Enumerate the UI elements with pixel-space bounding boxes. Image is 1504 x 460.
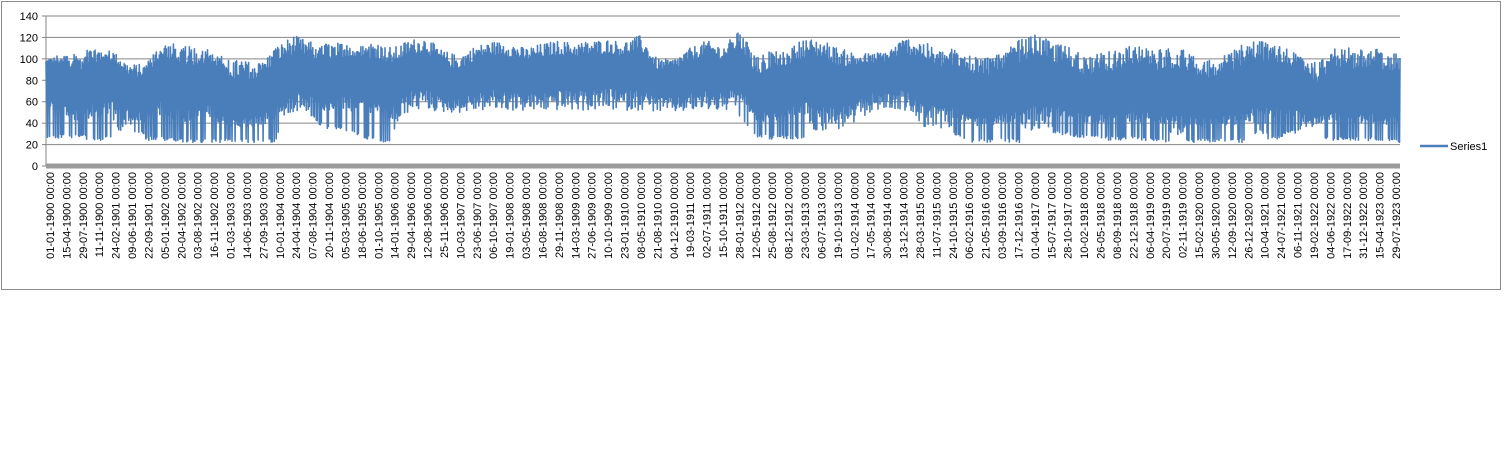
- x-tick-label: 31-12-1922 00:00: [1358, 172, 1370, 259]
- y-tick-label: 100: [20, 54, 38, 66]
- x-tick-label: 18-06-1905 00:00: [357, 172, 369, 259]
- x-tick-label: 15-04-1923 00:00: [1375, 172, 1387, 259]
- x-tick-label: 21-05-1916 00:00: [981, 172, 993, 259]
- x-tick-label: 20-11-1904 00:00: [324, 172, 336, 258]
- y-tick-label: 20: [26, 140, 38, 152]
- x-tick-label: 19-02-1922 00:00: [1309, 172, 1321, 259]
- x-tick-label: 05-01-1902 00:00: [160, 172, 172, 259]
- x-tick-label: 15-02-1920 00:00: [1194, 172, 1206, 259]
- x-tick-label: 15-10-1911 00:00: [718, 172, 730, 258]
- x-tick-label: 09-06-1901 00:00: [127, 172, 139, 259]
- y-tick-label: 80: [26, 75, 38, 87]
- x-tick-label: 27-06-1909 00:00: [587, 172, 599, 259]
- x-tick-label: 10-04-1921 00:00: [1260, 172, 1272, 259]
- x-tick-label: 25-08-1912 00:00: [767, 172, 779, 259]
- y-tick-label: 0: [32, 161, 38, 173]
- x-tick-label: 01-04-1917 00:00: [1030, 172, 1042, 259]
- x-tick-label: 08-05-1910 00:00: [636, 172, 648, 259]
- y-tick-label: 60: [26, 97, 38, 109]
- x-tick-label: 28-01-1912 00:00: [734, 172, 746, 259]
- x-tick-label: 19-03-1911 00:00: [685, 172, 697, 258]
- series-area: [45, 32, 1401, 144]
- x-tick-label: 30-05-1920 00:00: [1210, 172, 1222, 259]
- x-tick-label: 12-08-1906 00:00: [423, 172, 435, 259]
- x-tick-label: 24-02-1901 00:00: [111, 172, 123, 259]
- x-tick-label: 06-11-1921 00:00: [1293, 172, 1305, 258]
- x-tick-label: 29-07-1900 00:00: [78, 172, 90, 259]
- x-tick-label: 06-07-1913 00:00: [816, 172, 828, 259]
- x-tick-label: 17-05-1914 00:00: [866, 172, 878, 259]
- y-tick-label: 140: [20, 11, 38, 23]
- x-tick-label: 29-11-1908 00:00: [554, 172, 566, 258]
- x-tick-label: 15-07-1917 00:00: [1046, 172, 1058, 259]
- x-tick-label: 02-11-1919 00:00: [1178, 172, 1190, 258]
- x-tick-label: 28-03-1915 00:00: [915, 172, 927, 259]
- x-tick-label: 03-08-1902 00:00: [193, 172, 205, 259]
- x-tick-label: 23-06-1907 00:00: [472, 172, 484, 259]
- x-tick-label: 11-07-1915 00:00: [931, 172, 943, 258]
- x-tick-label: 19-01-1908 00:00: [505, 172, 517, 259]
- x-tick-label: 14-01-1906 00:00: [390, 172, 402, 259]
- x-tick-label: 04-12-1910 00:00: [669, 172, 681, 259]
- y-tick-label: 40: [26, 118, 38, 130]
- x-tick-label: 08-12-1912 00:00: [784, 172, 796, 259]
- series-line-series1: [45, 32, 1401, 144]
- x-tick-label: 24-04-1904 00:00: [291, 172, 303, 259]
- x-tick-label: 01-02-1914 00:00: [849, 172, 861, 259]
- x-tick-label: 25-11-1906 00:00: [439, 172, 451, 258]
- x-tick-label: 10-02-1918 00:00: [1079, 172, 1091, 259]
- x-tick-label: 27-09-1903 00:00: [258, 172, 270, 259]
- x-tick-label: 12-05-1912 00:00: [751, 172, 763, 259]
- x-tick-label: 05-03-1905 00:00: [340, 172, 352, 259]
- x-tick-label: 03-09-1916 00:00: [997, 172, 1009, 259]
- x-tick-label: 24-07-1921 00:00: [1276, 172, 1288, 259]
- x-tick-label: 22-09-1901 00:00: [143, 172, 155, 259]
- x-tick-label: 16-08-1908 00:00: [537, 172, 549, 259]
- x-tick-label: 04-06-1922 00:00: [1325, 172, 1337, 259]
- x-tick-label: 10-03-1907 00:00: [455, 172, 467, 259]
- x-tick-label: 01-01-1900 00:00: [45, 172, 57, 259]
- x-tick-label: 10-10-1909 00:00: [603, 172, 615, 259]
- x-tick-label: 26-12-1920 00:00: [1243, 172, 1255, 259]
- x-tick-label: 26-05-1918 00:00: [1096, 172, 1108, 259]
- x-tick-label: 20-07-1919 00:00: [1161, 172, 1173, 259]
- x-tick-label: 14-06-1903 00:00: [242, 172, 254, 259]
- x-tick-label: 29-07-1923 00:00: [1391, 172, 1403, 259]
- x-tick-label: 28-10-1917 00:00: [1063, 172, 1075, 259]
- x-tick-label: 11-11-1900 00:00: [94, 172, 106, 257]
- x-tick-label: 15-04-1900 00:00: [61, 172, 73, 259]
- x-tick-label: 06-04-1919 00:00: [1145, 172, 1157, 259]
- legend: Series1: [1420, 141, 1487, 153]
- x-tick-label: 13-12-1914 00:00: [899, 172, 911, 259]
- x-tick-label: 08-09-1918 00:00: [1112, 172, 1124, 259]
- y-axis-ticks: 0 20 40 60 80 100 120 140: [20, 11, 47, 173]
- x-tick-label: 02-07-1911 00:00: [702, 172, 714, 258]
- x-tick-label: 10-01-1904 00:00: [275, 172, 287, 259]
- x-tick-label: 23-01-1910 00:00: [620, 172, 632, 259]
- x-tick-label: 19-10-1913 00:00: [833, 172, 845, 259]
- x-tick-label: 14-03-1909 00:00: [570, 172, 582, 259]
- x-tick-label: 24-10-1915 00:00: [948, 172, 960, 259]
- x-tick-label: 01-10-1905 00:00: [373, 172, 385, 259]
- x-tick-label: 30-08-1914 00:00: [882, 172, 894, 259]
- x-tick-label: 22-12-1918 00:00: [1128, 172, 1140, 259]
- x-axis-ticks: 01-01-1900 00:00 15-04-1900 00:00 29-07-19…: [45, 172, 1403, 259]
- x-tick-label: 06-10-1907 00:00: [488, 172, 500, 259]
- legend-label: Series1: [1450, 141, 1487, 153]
- x-tick-label: 01-03-1903 00:00: [226, 172, 238, 259]
- x-tick-label: 23-03-1913 00:00: [800, 172, 812, 259]
- x-tick-label: 12-09-1920 00:00: [1227, 172, 1239, 259]
- x-tick-label: 21-08-1910 00:00: [652, 172, 664, 259]
- x-tick-label: 17-12-1916 00:00: [1013, 172, 1025, 259]
- x-tick-label: 03-05-1908 00:00: [521, 172, 533, 259]
- x-tick-label: 17-09-1922 00:00: [1342, 172, 1354, 259]
- y-tick-label: 120: [20, 32, 38, 44]
- x-tick-label: 07-08-1904 00:00: [308, 172, 320, 259]
- x-tick-label: 06-02-1916 00:00: [964, 172, 976, 259]
- x-tick-label: 29-04-1906 00:00: [406, 172, 418, 259]
- x-tick-label: 20-04-1902 00:00: [176, 172, 188, 259]
- x-tick-label: 16-11-1902 00:00: [209, 172, 221, 258]
